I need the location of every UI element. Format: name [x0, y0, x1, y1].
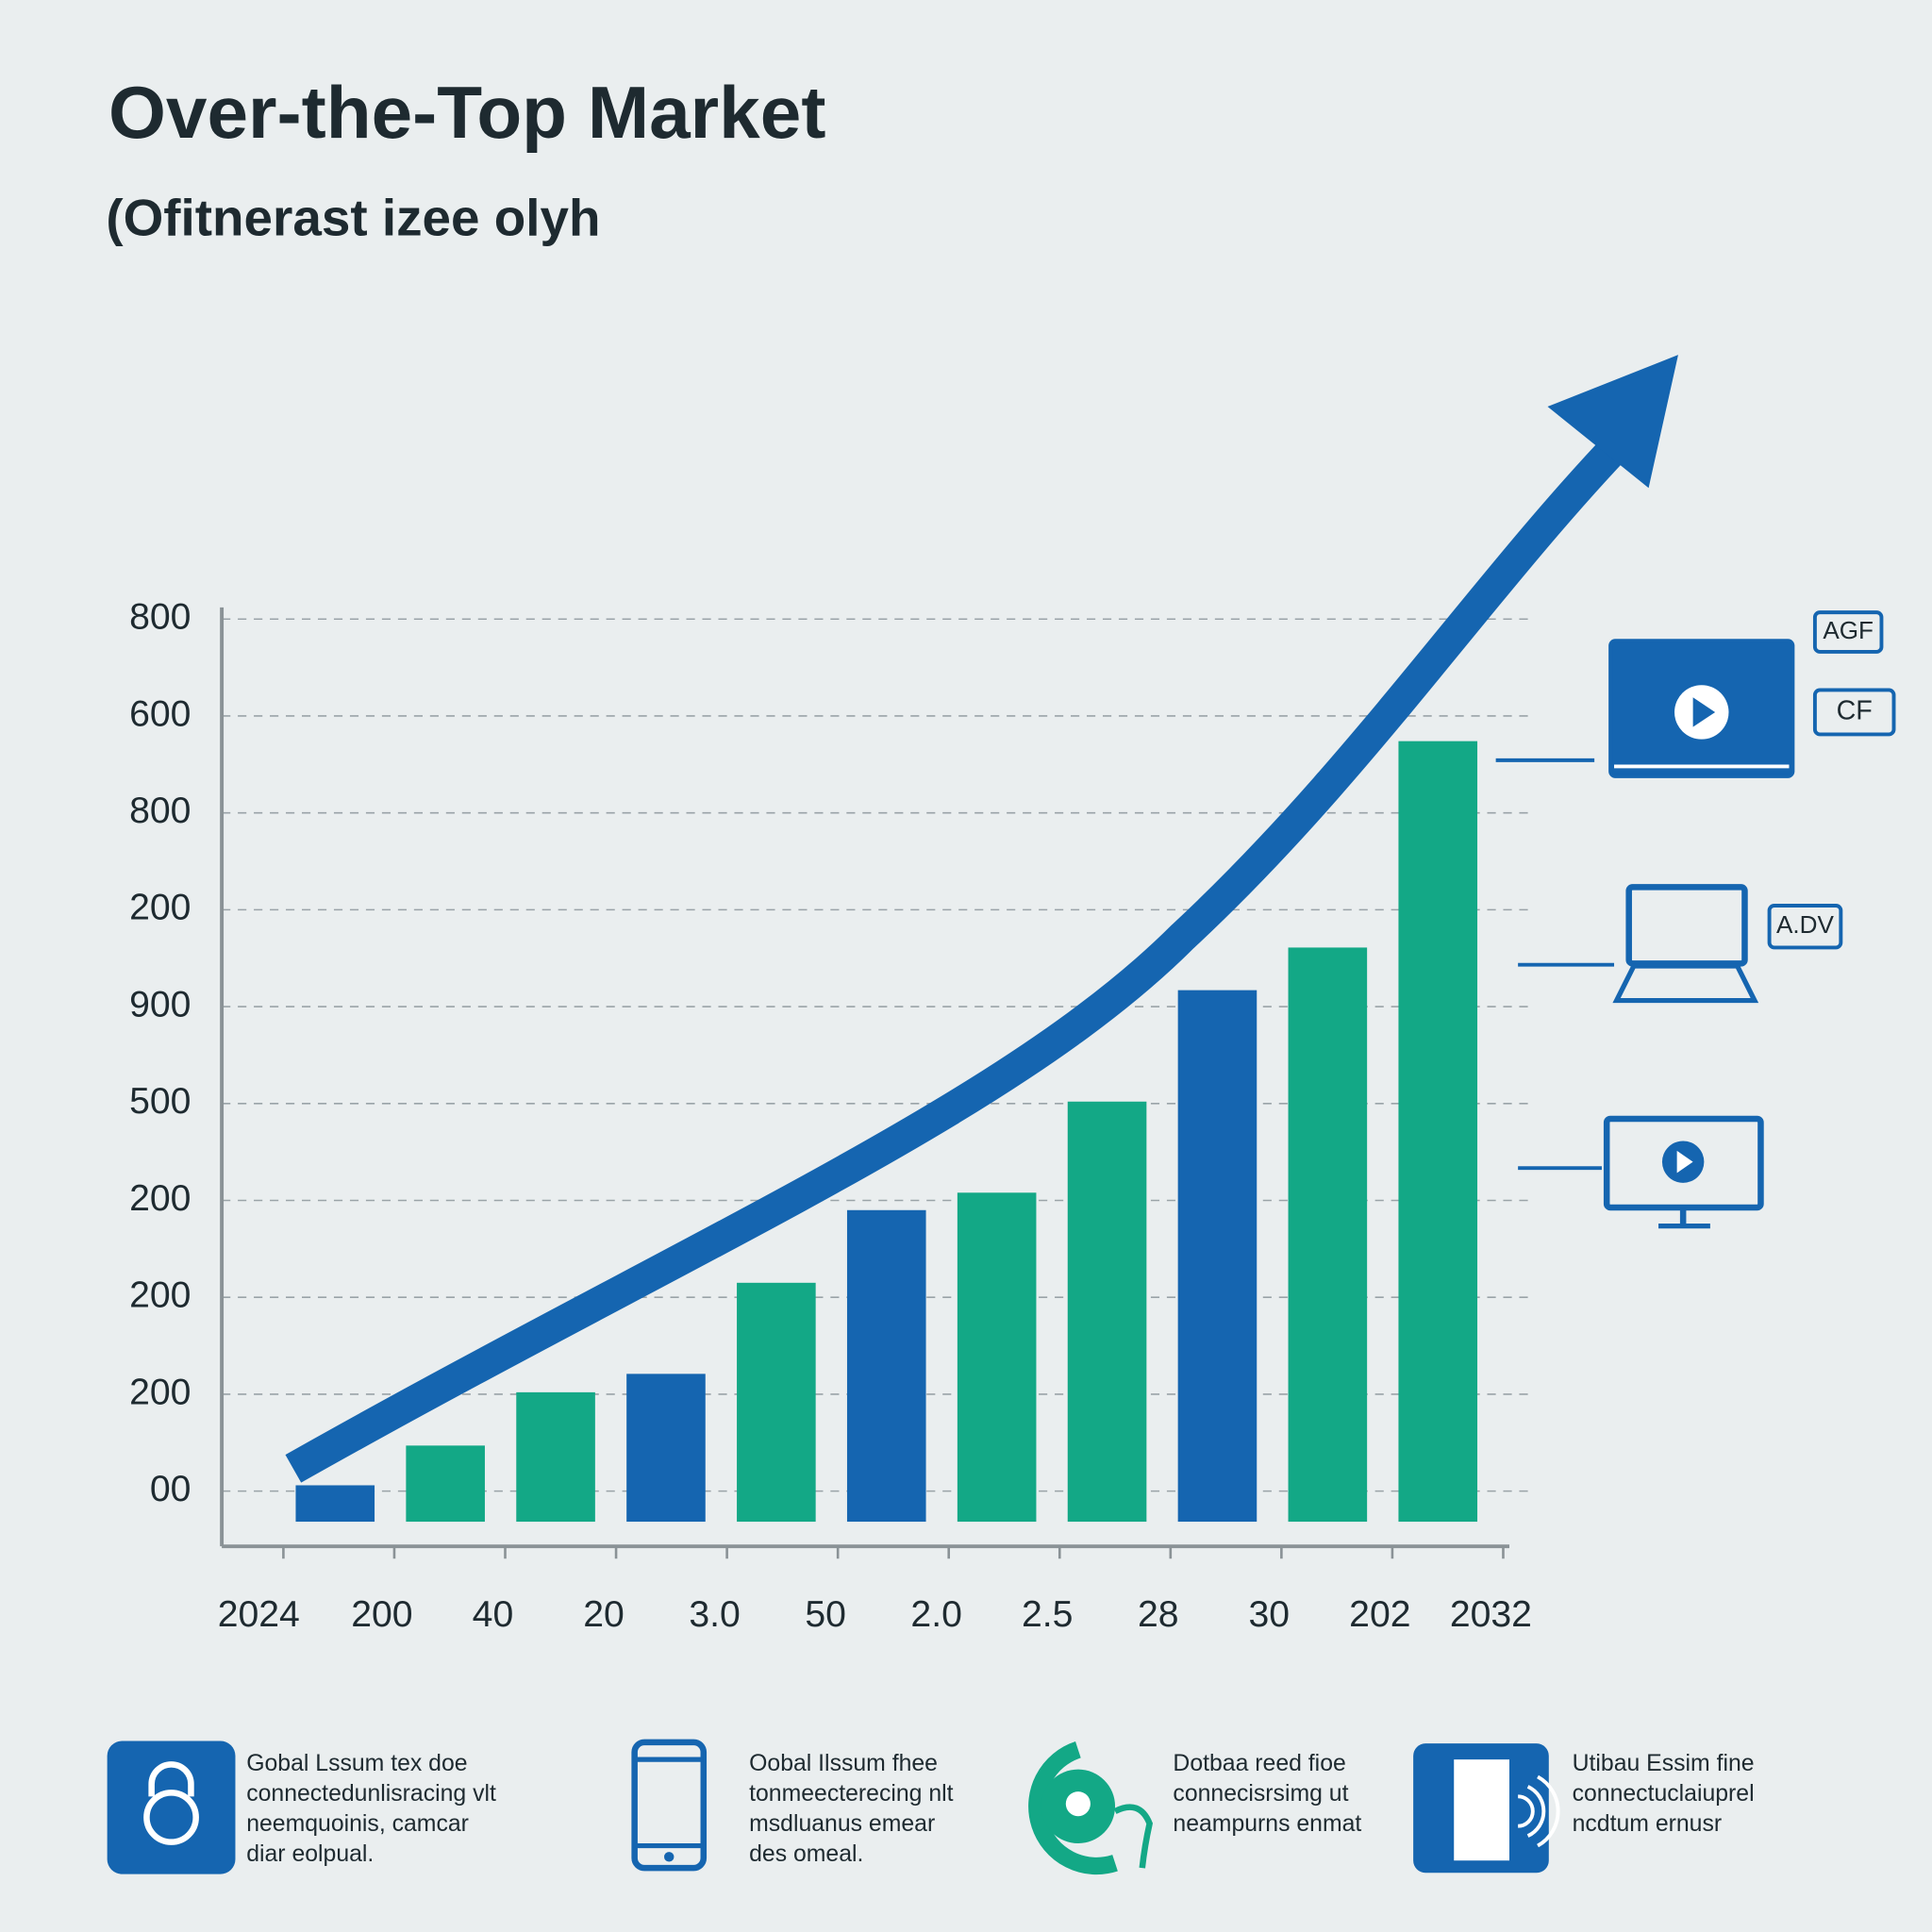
x-tick-label: 20: [583, 1594, 625, 1635]
feature-text: diar eolpual.: [246, 1841, 374, 1867]
feature-text: connecisrsimg ut: [1173, 1781, 1348, 1807]
feature-text: Oobal Ilssum fhee: [749, 1751, 938, 1776]
chart-subtitle: (Ofitnerast izee olyh: [106, 189, 600, 247]
x-tick-label: 2.5: [1022, 1594, 1073, 1635]
feature-text: connectuclaiuprel: [1573, 1781, 1755, 1807]
bar: [1288, 947, 1368, 1523]
x-tick-label: 2024: [218, 1594, 300, 1635]
plot: 00 200 200 200 500 900 200 800 600 800 2024 200 40 20…: [129, 597, 1535, 1635]
feature-text: neampurns enmat: [1173, 1811, 1361, 1837]
bar: [846, 1209, 926, 1523]
bar: [1177, 990, 1257, 1523]
x-tick-label: 3.0: [689, 1594, 740, 1635]
trend-arrow: [285, 435, 1628, 1483]
annotation: A.DV: [1776, 910, 1835, 939]
x-tick-label: 40: [473, 1594, 514, 1635]
bar: [626, 1374, 706, 1523]
annotation: AGF: [1823, 616, 1874, 644]
y-tick-label: 800: [129, 791, 191, 831]
chart-title: Over-the-Top Market: [108, 71, 825, 154]
x-tick-label: 28: [1138, 1594, 1179, 1635]
y-tick-label: 800: [129, 597, 191, 638]
x-tick-label: 200: [351, 1594, 412, 1635]
y-tick-label: 900: [129, 984, 191, 1024]
y-tick-label: 200: [129, 1275, 191, 1316]
bar: [295, 1485, 375, 1523]
feature-text: neemquoinis, camcar: [246, 1811, 469, 1837]
feature-text: Dotbaa reed fioe: [1173, 1751, 1345, 1776]
x-tick-label: 202: [1349, 1594, 1410, 1635]
feature-text: msdluanus emear: [749, 1811, 935, 1837]
feature-text: connectedunlisracing vlt: [246, 1781, 496, 1807]
x-tick-label: 2.0: [910, 1594, 961, 1635]
feature-icons: [107, 1739, 1560, 1875]
x-tick-label: 2032: [1450, 1594, 1532, 1635]
bar: [737, 1282, 816, 1523]
annotation: CF: [1837, 696, 1873, 726]
bar: [1398, 741, 1478, 1523]
features: Gobal Lssum tex doe connectedunlisracing …: [246, 1751, 1754, 1867]
feature-text: tonmeecterecing nlt: [749, 1781, 954, 1807]
y-tick-label: 00: [150, 1469, 192, 1509]
bar: [1067, 1101, 1147, 1523]
device-icons: [1495, 610, 1896, 1229]
x-tick-label: 50: [805, 1594, 846, 1635]
feature-text: Utibau Essim fine: [1573, 1751, 1755, 1776]
bar: [516, 1391, 595, 1523]
bar: [406, 1445, 485, 1523]
bar: [957, 1192, 1037, 1523]
x-tick-label: 30: [1249, 1594, 1291, 1635]
feature-text: des omeal.: [749, 1841, 863, 1867]
feature-text: Gobal Lssum tex doe: [246, 1751, 467, 1776]
feature-text: ncdtum ernusr: [1573, 1811, 1723, 1837]
y-tick-label: 200: [129, 1178, 191, 1219]
y-tick-label: 500: [129, 1081, 191, 1122]
y-tick-label: 200: [129, 1372, 191, 1412]
arrow-head: [1547, 355, 1678, 489]
y-tick-label: 200: [129, 888, 191, 928]
y-tick-label: 600: [129, 693, 191, 734]
